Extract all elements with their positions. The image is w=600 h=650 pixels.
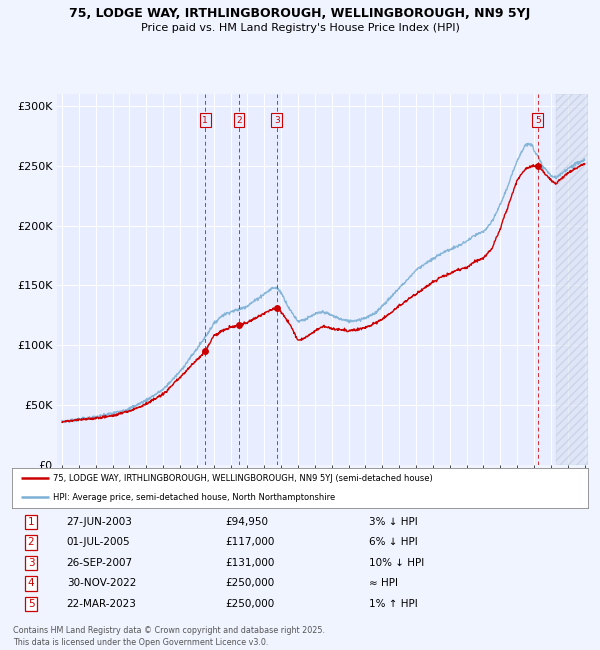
Text: 6% ↓ HPI: 6% ↓ HPI — [369, 538, 418, 547]
Text: 3: 3 — [274, 116, 280, 125]
Text: £250,000: £250,000 — [225, 599, 274, 609]
Text: HPI: Average price, semi-detached house, North Northamptonshire: HPI: Average price, semi-detached house,… — [53, 493, 336, 502]
Text: Contains HM Land Registry data © Crown copyright and database right 2025.
This d: Contains HM Land Registry data © Crown c… — [13, 626, 325, 647]
Text: 5: 5 — [535, 116, 541, 125]
Text: 10% ↓ HPI: 10% ↓ HPI — [369, 558, 424, 568]
Text: Price paid vs. HM Land Registry's House Price Index (HPI): Price paid vs. HM Land Registry's House … — [140, 23, 460, 33]
Text: 2: 2 — [236, 116, 242, 125]
Text: 26-SEP-2007: 26-SEP-2007 — [67, 558, 133, 568]
Text: 75, LODGE WAY, IRTHLINGBOROUGH, WELLINGBOROUGH, NN9 5YJ (semi-detached house): 75, LODGE WAY, IRTHLINGBOROUGH, WELLINGB… — [53, 474, 433, 482]
Text: 4: 4 — [28, 578, 34, 588]
Bar — [556, 94, 588, 465]
Text: 3: 3 — [28, 558, 34, 568]
Text: 1: 1 — [202, 116, 208, 125]
Text: £131,000: £131,000 — [225, 558, 274, 568]
Text: £94,950: £94,950 — [225, 517, 268, 526]
Text: 1: 1 — [28, 517, 34, 526]
Text: 01-JUL-2005: 01-JUL-2005 — [67, 538, 130, 547]
Text: 2: 2 — [28, 538, 34, 547]
Text: ≈ HPI: ≈ HPI — [369, 578, 398, 588]
Text: 30-NOV-2022: 30-NOV-2022 — [67, 578, 136, 588]
Text: 22-MAR-2023: 22-MAR-2023 — [67, 599, 137, 609]
Text: £250,000: £250,000 — [225, 578, 274, 588]
Text: 27-JUN-2003: 27-JUN-2003 — [67, 517, 133, 526]
Text: 5: 5 — [28, 599, 34, 609]
Text: £117,000: £117,000 — [225, 538, 274, 547]
Text: 3% ↓ HPI: 3% ↓ HPI — [369, 517, 418, 526]
Text: 75, LODGE WAY, IRTHLINGBOROUGH, WELLINGBOROUGH, NN9 5YJ: 75, LODGE WAY, IRTHLINGBOROUGH, WELLINGB… — [70, 6, 530, 20]
Text: 1% ↑ HPI: 1% ↑ HPI — [369, 599, 418, 609]
